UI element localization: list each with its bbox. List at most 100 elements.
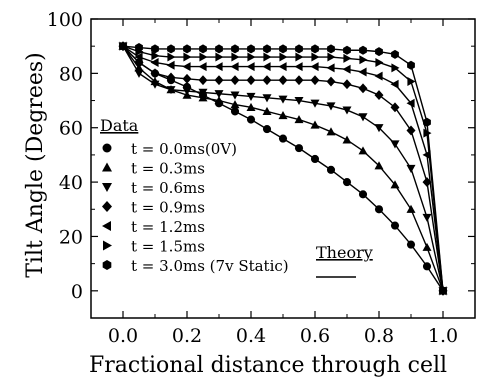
- x-tick-label: 0.4: [236, 325, 266, 347]
- data-point-triangle-left: [182, 62, 191, 72]
- data-point-triangle-right: [343, 53, 352, 63]
- data-point-triangle-right: [407, 77, 416, 87]
- data-point-triangle-down: [310, 99, 320, 108]
- data-point-diamond: [182, 73, 192, 84]
- data-point-hexagon: [343, 45, 351, 55]
- data-point-triangle-right: [151, 51, 160, 61]
- data-point-triangle-down: [166, 86, 176, 95]
- data-point-diamond: [134, 57, 144, 68]
- x-tick-label: 0.0: [108, 325, 138, 347]
- data-point-triangle-up: [422, 242, 432, 251]
- legend-label: t = 1.5ms: [131, 238, 205, 256]
- data-point-triangle-left: [134, 52, 143, 62]
- data-point-circle: [422, 262, 432, 271]
- data-point-diamond: [246, 75, 256, 86]
- data-point-triangle-up: [390, 180, 400, 189]
- data-point-triangle-up: [358, 146, 368, 155]
- data-point-hexagon: [391, 49, 399, 59]
- data-point-hexagon: [423, 117, 431, 127]
- data-point-triangle-up: [198, 93, 208, 102]
- data-point-triangle-right: [231, 52, 240, 62]
- data-point-hexagon: [375, 47, 383, 57]
- data-point-circle: [374, 205, 384, 214]
- data-point-hexagon: [439, 286, 447, 296]
- data-point-diamond: [294, 75, 304, 86]
- data-point-triangle-right: [359, 55, 368, 65]
- data-point-triangle-right: [279, 52, 288, 62]
- data-point-triangle-right: [167, 52, 176, 62]
- y-tick-label: 80: [59, 63, 83, 85]
- data-point-triangle-up: [406, 204, 416, 213]
- legend-marker-triangle-up: [102, 162, 112, 172]
- legend-marker-circle: [102, 143, 112, 153]
- data-point-diamond: [214, 75, 224, 86]
- legend-marker-triangle-left: [102, 221, 111, 231]
- data-point-triangle-up: [374, 161, 384, 170]
- data-point-triangle-right: [199, 52, 208, 62]
- data-point-triangle-left: [198, 62, 207, 72]
- data-point-triangle-down: [294, 96, 304, 106]
- data-point-diamond: [166, 72, 176, 83]
- data-point-triangle-up: [326, 127, 336, 136]
- data-point-triangle-up: [262, 106, 272, 116]
- y-tick-label: 100: [47, 9, 83, 31]
- legend-label: t = 1.2ms: [131, 218, 205, 236]
- x-tick-label: 1.0: [428, 325, 458, 347]
- data-markers: [118, 41, 448, 296]
- data-point-hexagon: [231, 44, 239, 54]
- data-point-triangle-up: [246, 102, 256, 111]
- data-point-hexagon: [279, 44, 287, 54]
- data-point-triangle-left: [406, 98, 415, 108]
- data-point-triangle-down: [198, 88, 208, 97]
- data-point-hexagon: [327, 44, 335, 54]
- data-point-diamond: [150, 68, 160, 79]
- data-point-triangle-left: [230, 62, 239, 72]
- legend-marker-hexagon: [102, 260, 112, 270]
- legend-label: t = 0.0ms(0V): [131, 140, 237, 158]
- data-point-triangle-up: [294, 115, 304, 124]
- data-point-triangle-right: [183, 52, 192, 62]
- data-point-triangle-down: [374, 124, 384, 133]
- data-point-diamond: [230, 75, 240, 86]
- data-point-diamond: [278, 75, 288, 86]
- data-point-triangle-up: [278, 110, 288, 120]
- legend-marker-triangle-down: [102, 183, 112, 192]
- legend-marker-triangle-right: [103, 240, 112, 251]
- x-tick-label: 0.8: [364, 325, 394, 347]
- data-point-triangle-right: [263, 52, 272, 62]
- data-point-triangle-up: [134, 63, 144, 72]
- data-point-circle: [342, 178, 352, 187]
- data-point-circle: [358, 190, 368, 199]
- data-point-circle: [406, 240, 416, 249]
- legend-label: t = 0.6ms: [131, 179, 205, 197]
- legend-theory-title: Theory: [316, 243, 373, 262]
- legend-data-title: Data: [100, 116, 139, 135]
- data-point-hexagon: [407, 60, 415, 70]
- data-point-triangle-left: [278, 62, 287, 72]
- data-point-hexagon: [359, 45, 367, 55]
- data-point-triangle-down: [326, 102, 336, 111]
- data-point-triangle-left: [166, 60, 175, 70]
- axis-ticks: [90, 18, 476, 319]
- data-point-hexagon: [199, 44, 207, 54]
- data-point-diamond: [326, 76, 336, 87]
- data-point-circle: [278, 134, 288, 143]
- data-point-triangle-right: [295, 52, 304, 62]
- data-point-triangle-right: [327, 52, 336, 62]
- data-point-diamond: [358, 83, 368, 94]
- data-point-circle: [262, 125, 272, 134]
- data-point-diamond: [262, 75, 272, 86]
- data-point-triangle-down: [214, 90, 224, 99]
- data-point-hexagon: [311, 44, 319, 54]
- legend: Data Theory: [100, 116, 373, 278]
- y-axis-label: Tilt Angle (Degrees): [23, 52, 48, 278]
- data-point-circle: [390, 221, 400, 230]
- data-point-circle: [294, 144, 304, 153]
- data-point-triangle-up: [310, 120, 320, 129]
- y-tick-label: 0: [71, 281, 83, 303]
- data-point-hexagon: [119, 41, 127, 51]
- data-point-circle: [246, 115, 256, 124]
- data-point-triangle-down: [278, 95, 288, 104]
